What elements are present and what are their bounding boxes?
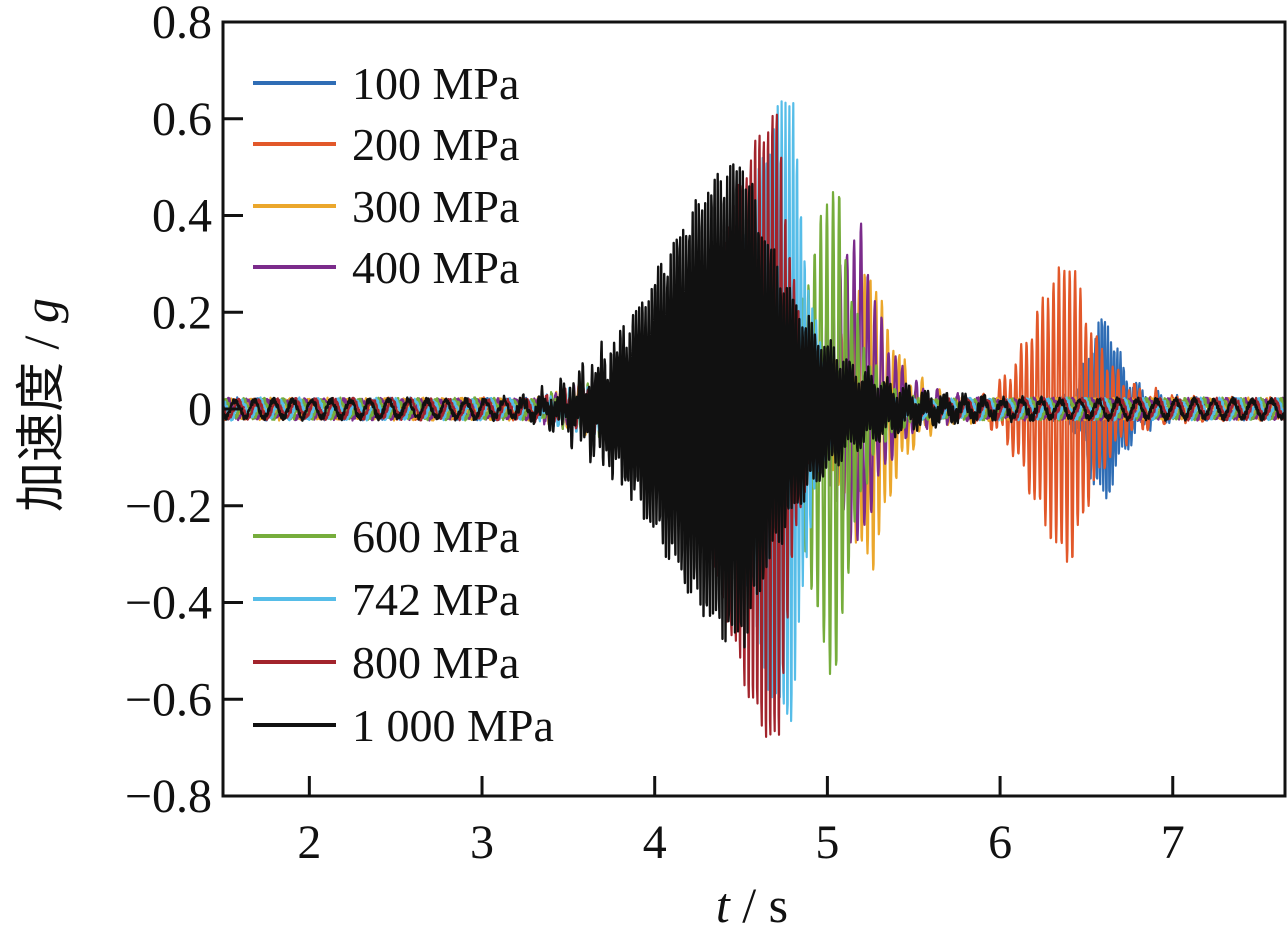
legend-item: 300 MPa [253, 181, 519, 232]
legend-label: 100 MPa [352, 58, 519, 109]
legend: 100 MPa 200 MPa 300 MPa 400 MPa 600 MPa 742 M… [253, 58, 554, 751]
legend-item: 1 000 MPa [253, 700, 554, 751]
y-tick-label: 0.2 [152, 286, 212, 339]
x-tick-label: 5 [815, 816, 839, 869]
legend-item: 400 MPa [253, 242, 519, 293]
y-tick-label: −0.6 [125, 673, 212, 726]
x-tick-label: 2 [297, 816, 321, 869]
x-axis-label: t / s [716, 877, 788, 927]
x-tick-label: 6 [988, 816, 1012, 869]
x-tick-label: 7 [1161, 816, 1185, 869]
series-layer [223, 100, 1285, 738]
y-tick-label: 0.8 [152, 0, 212, 49]
series-line-1000mpa [223, 163, 1285, 649]
legend-item: 100 MPa [253, 58, 519, 109]
legend-label: 800 MPa [352, 637, 519, 688]
y-axis-label: 加速度 / g [12, 298, 70, 512]
legend-label: 200 MPa [352, 119, 519, 170]
y-tick-label: 0.6 [152, 93, 212, 146]
legend-label: 600 MPa [352, 511, 519, 562]
x-tick-label: 4 [643, 816, 667, 869]
legend-label: 400 MPa [352, 242, 519, 293]
axis-ticks: 2 3 4 5 6 7 0.8 0.6 0.4 0.2 0 −0.2 −0.4 −0.6 −0.8 [125, 0, 1185, 869]
legend-label: 300 MPa [352, 181, 519, 232]
legend-item: 200 MPa [253, 119, 519, 170]
legend-label: 1 000 MPa [352, 700, 554, 751]
y-tick-label: −0.4 [125, 577, 212, 630]
legend-item: 600 MPa [253, 511, 519, 562]
x-tick-label: 3 [470, 816, 494, 869]
y-tick-label: −0.2 [125, 480, 212, 533]
legend-label: 742 MPa [352, 574, 519, 625]
legend-item: 800 MPa [253, 637, 519, 688]
y-tick-label: 0.4 [152, 190, 212, 243]
y-tick-label: −0.8 [125, 770, 212, 823]
y-tick-label: 0 [188, 383, 212, 436]
legend-item: 742 MPa [253, 574, 519, 625]
